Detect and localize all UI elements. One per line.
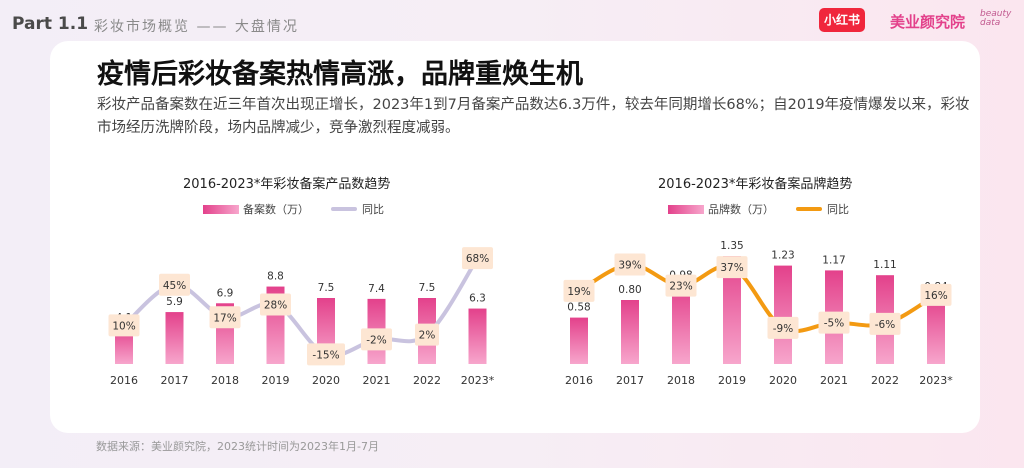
yoy-value-label: -6% — [875, 319, 895, 331]
yoy-value-label: -15% — [312, 349, 339, 361]
legend-label-bar: 备案数（万） — [243, 203, 309, 216]
brand-script-line-2: data — [980, 18, 1001, 28]
source-note: 数据来源：美业颜究院，2023统计时间为2023年1月-7月 — [96, 440, 379, 453]
bar-value-label: 0.58 — [567, 302, 590, 314]
yoy-label-box — [108, 314, 140, 337]
yoy-label-box — [563, 279, 595, 302]
bar-2019 — [723, 256, 741, 364]
brand-logo: 美业颜究院 — [890, 13, 966, 31]
x-tick-label: 2018 — [211, 374, 239, 387]
bar-value-label: 6.9 — [217, 287, 234, 299]
bar-2017 — [165, 312, 184, 364]
yoy-label-box — [614, 253, 646, 276]
yoy-label-box — [307, 343, 345, 366]
bar-2020 — [774, 265, 792, 364]
legend-swatch-bar — [203, 204, 239, 214]
yoy-value-label: 37% — [720, 262, 743, 274]
bar-2018 — [672, 285, 690, 364]
bar-value-label: 8.8 — [267, 271, 284, 283]
yoy-value-label: -2% — [366, 334, 386, 346]
yoy-label-box — [818, 311, 850, 334]
yoy-value-label: 10% — [112, 320, 135, 332]
yoy-value-label: -9% — [773, 323, 793, 335]
x-tick-label: 2019 — [718, 374, 746, 387]
x-tick-label: 2017 — [161, 374, 189, 387]
legend-label-line: 同比 — [362, 203, 384, 216]
page-subtitle: 彩妆产品备案数在近三年首次出现正增长，2023年1到7月备案产品数达6.3万件，… — [97, 97, 970, 136]
bar-value-label: 1.17 — [822, 254, 845, 266]
x-tick-label: 2023* — [461, 374, 495, 387]
chart-title-brands: 2016-2023*年彩妆备案品牌趋势 — [658, 177, 853, 192]
yoy-label-box — [920, 283, 952, 306]
yoy-value-label: 16% — [924, 290, 947, 302]
x-tick-label: 2021 — [363, 374, 391, 387]
bar-value-label: 7.5 — [318, 282, 335, 294]
yoy-label-box — [159, 273, 190, 296]
x-tick-label: 2016 — [565, 374, 593, 387]
yoy-label-box — [260, 293, 291, 316]
section-title: 彩妆市场概览 —— 大盘情况 — [94, 19, 299, 35]
yoy-value-label: 19% — [567, 286, 590, 298]
bar-2023* — [468, 308, 487, 364]
yoy-value-label: 17% — [213, 312, 236, 324]
yoy-value-label: 2% — [419, 330, 436, 342]
content-card — [50, 41, 980, 433]
yoy-value-label: -5% — [824, 318, 844, 330]
x-tick-label: 2017 — [616, 374, 644, 387]
chart-products: 4.15.96.98.87.57.47.56.310%45%17%28%-15%… — [108, 247, 495, 387]
x-tick-label: 2022 — [871, 374, 899, 387]
bar-value-label: 5.9 — [166, 296, 183, 308]
x-tick-label: 2021 — [820, 374, 848, 387]
xiaohongshu-logo: 小红书 — [819, 8, 865, 32]
legend-brands: 品牌数（万） 同比 — [668, 201, 849, 217]
yoy-label-box — [716, 256, 748, 279]
yoy-value-label: 39% — [618, 260, 641, 272]
yoy-value-label: 45% — [163, 280, 186, 292]
yoy-label-box — [462, 247, 493, 270]
yoy-label-box — [665, 274, 697, 297]
brand-script-logo: beauty data — [980, 10, 1011, 28]
x-tick-label: 2020 — [769, 374, 797, 387]
bar-value-label: 1.35 — [720, 240, 743, 252]
x-tick-label: 2022 — [413, 374, 441, 387]
legend-label-line: 同比 — [827, 203, 849, 216]
yoy-label-box — [361, 328, 392, 351]
bar-2023* — [927, 296, 945, 364]
bar-2016 — [570, 317, 588, 364]
bar-value-label: 6.3 — [469, 293, 486, 305]
bar-value-label: 0.80 — [618, 284, 641, 296]
x-tick-label: 2023* — [919, 374, 953, 387]
yoy-value-label: 23% — [669, 281, 692, 293]
part-label: Part 1.1 — [12, 14, 89, 34]
yoy-label-box — [209, 306, 241, 329]
bar-value-label: 7.5 — [419, 282, 436, 294]
legend-swatch-line — [796, 207, 822, 211]
x-tick-label: 2016 — [110, 374, 138, 387]
top-bar: Part 1.1 彩妆市场概览 —— 大盘情况 小红书 美业颜究院 beauty… — [0, 0, 1024, 44]
yoy-value-label: 28% — [264, 300, 287, 312]
bar-2016 — [115, 327, 133, 364]
x-tick-label: 2020 — [312, 374, 340, 387]
legend-swatch-line — [331, 207, 357, 211]
legend-products: 备案数（万） 同比 — [203, 201, 384, 217]
legend-swatch-bar — [668, 204, 704, 214]
bar-value-label: 7.4 — [368, 283, 385, 295]
x-tick-label: 2019 — [262, 374, 290, 387]
page-title: 疫情后彩妆备案热情高涨，品牌重焕生机 — [97, 59, 583, 90]
bar-value-label: 1.23 — [771, 250, 794, 262]
legend-label-bar: 品牌数（万） — [708, 203, 774, 216]
chart-brands: 0.580.800.981.351.231.171.110.8419%39%23… — [563, 240, 953, 387]
brand-script-line-1: beauty — [980, 9, 1012, 19]
chart-title-products: 2016-2023*年彩妆备案产品数趋势 — [183, 177, 391, 192]
yoy-value-label: 68% — [466, 253, 489, 265]
yoy-label-box — [415, 323, 439, 346]
bar-value-label: 1.11 — [873, 259, 896, 271]
x-tick-label: 2018 — [667, 374, 695, 387]
yoy-label-box — [869, 312, 901, 335]
bar-2017 — [621, 300, 639, 364]
yoy-label-box — [767, 316, 799, 339]
